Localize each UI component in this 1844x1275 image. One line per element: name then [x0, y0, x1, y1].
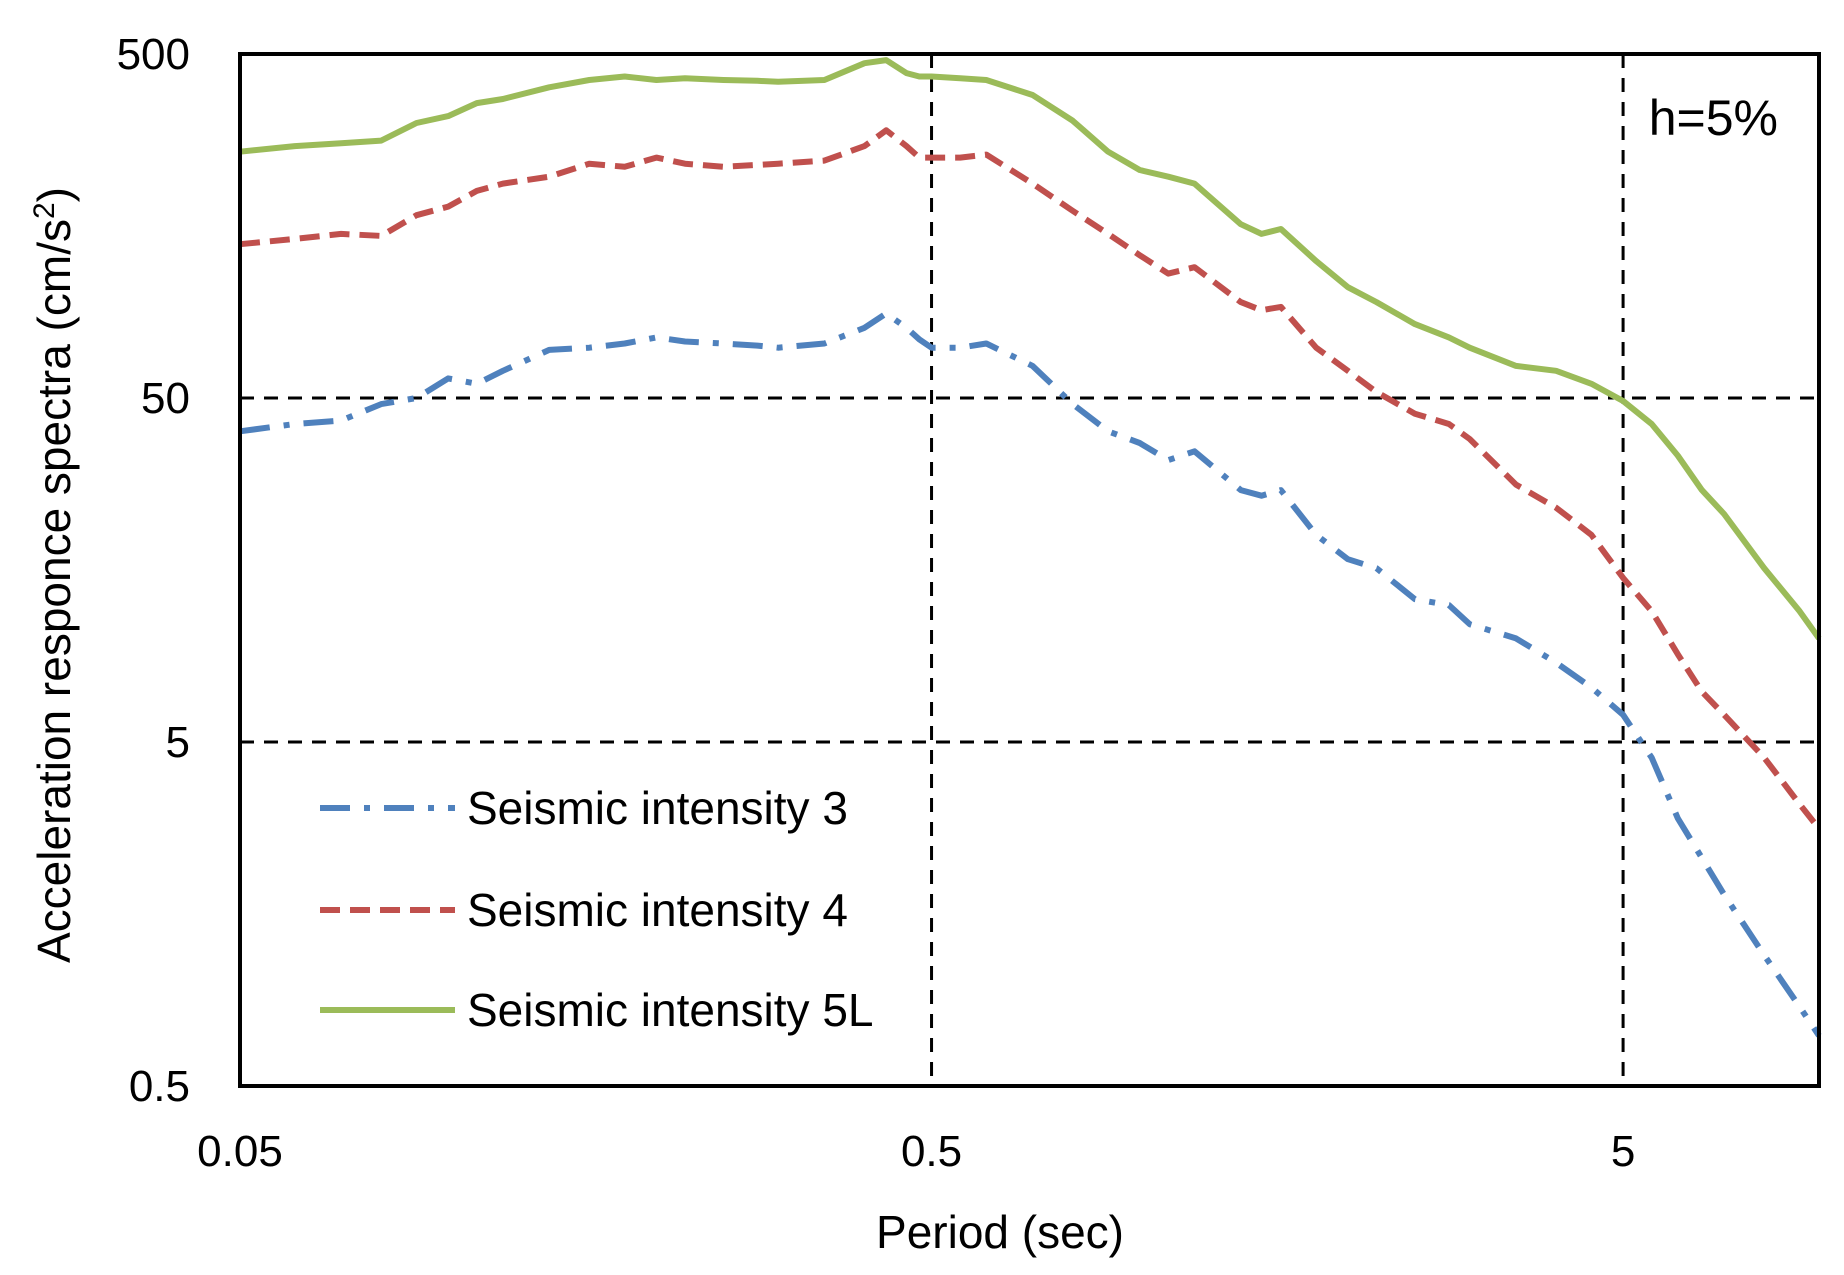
series-line-2: [239, 57, 1822, 641]
grid-lines: [240, 54, 1819, 1086]
x-tick-label-0: 0.05: [197, 1127, 283, 1176]
legend: Seismic intensity 3 Seismic intensity 4 …: [320, 782, 874, 1036]
x-tick-label-2: 5: [1611, 1127, 1635, 1176]
y-axis-title-tail: ): [28, 187, 80, 202]
y-axis-title-superscript: 2: [28, 202, 61, 219]
legend-label-intensity-5l: Seismic intensity 5L: [467, 984, 874, 1036]
series-layer: [239, 57, 1822, 1038]
y-axis-title-main: Acceleration responce spectra (cm/s: [28, 219, 80, 963]
y-tick-label-1: 5: [166, 718, 190, 767]
y-tick-label-2: 50: [141, 374, 190, 423]
y-axis-title: Acceleration responce spectra (cm/s2): [28, 187, 80, 963]
y-tick-label-3: 500: [117, 30, 190, 79]
legend-label-intensity-3: Seismic intensity 3: [467, 782, 848, 834]
plot-frame: [238, 52, 1821, 1088]
x-axis-title: Period (sec): [876, 1206, 1124, 1258]
y-tick-label-0: 0.5: [129, 1062, 190, 1111]
series-line-1: [239, 127, 1822, 831]
x-tick-label-1: 0.5: [901, 1127, 962, 1176]
damping-annotation: h=5%: [1649, 90, 1778, 146]
series-line-0: [239, 310, 1822, 1038]
legend-label-intensity-4: Seismic intensity 4: [467, 884, 848, 936]
